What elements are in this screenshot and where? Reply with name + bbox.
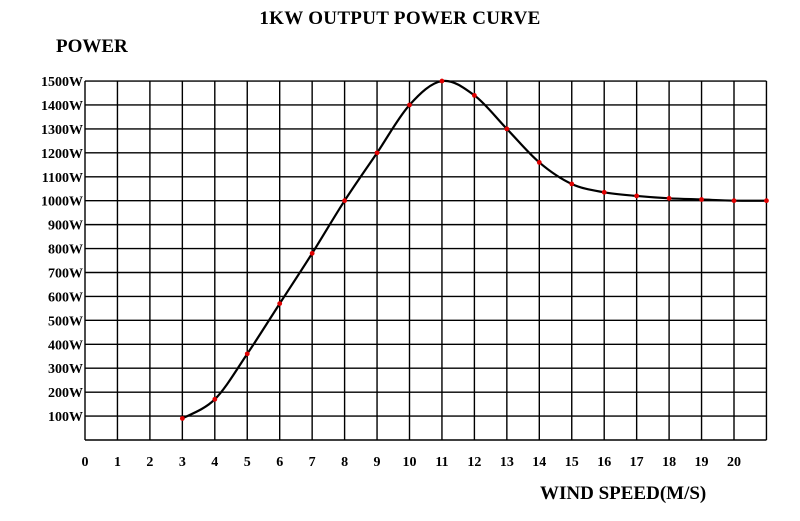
data-point [179, 416, 185, 421]
x-tick-label: 19 [695, 455, 709, 470]
y-tick-labels: 100W 200W 300W 400W 500W 600W 700W 800W 900W 1000… [41, 75, 83, 425]
y-tick-label: 1100W [42, 171, 83, 186]
data-point [666, 195, 672, 201]
x-tick-label: 5 [244, 455, 251, 470]
data-point [407, 102, 412, 108]
y-tick-label: 1500W [41, 75, 83, 90]
x-tick-label: 9 [374, 455, 381, 470]
data-point [244, 351, 250, 357]
data-point [634, 193, 640, 199]
y-tick-label: 1000W [41, 195, 83, 210]
data-point [569, 181, 575, 187]
x-axis-title: WIND SPEED(M/S) [540, 483, 707, 504]
x-tick-labels: 0 1 2 3 4 5 6 7 8 9 10 11 12 13 14 15 16 17 18 19 20 [82, 455, 742, 470]
data-point [374, 150, 380, 156]
y-tick-label: 200W [48, 386, 83, 401]
x-tick-label: 1 [114, 455, 121, 470]
y-axis-title: POWER [56, 36, 128, 57]
data-point [439, 78, 445, 84]
x-tick-label: 8 [341, 455, 348, 470]
y-tick-label: 900W [48, 219, 83, 234]
x-tick-label: 20 [727, 455, 741, 470]
y-tick-label: 1300W [41, 123, 83, 138]
y-tick-label: 400W [48, 338, 83, 353]
grid-lines [84, 80, 768, 441]
data-point [764, 198, 769, 204]
data-point [536, 160, 542, 165]
x-tick-label: 6 [276, 455, 283, 470]
data-point [731, 198, 737, 204]
y-tick-label: 1200W [41, 147, 83, 162]
x-tick-label: 12 [467, 455, 481, 470]
x-tick-label: 13 [500, 455, 514, 470]
y-tick-label: 500W [48, 314, 83, 329]
data-point [699, 197, 704, 202]
y-tick-label: 800W [48, 243, 83, 258]
y-tick-label: 1400W [41, 99, 83, 114]
x-tick-label: 4 [211, 455, 218, 470]
x-tick-label: 0 [82, 455, 89, 470]
data-point [342, 198, 347, 204]
data-point [277, 301, 283, 306]
x-tick-label: 11 [435, 455, 448, 470]
data-point [309, 250, 315, 256]
y-tick-label: 600W [48, 290, 83, 305]
data-point [504, 126, 510, 132]
data-points [179, 78, 769, 421]
x-tick-label: 16 [597, 455, 611, 470]
x-tick-label: 18 [662, 455, 676, 470]
y-tick-label: 300W [48, 362, 83, 377]
y-tick-label: 100W [48, 410, 83, 425]
x-tick-label: 7 [309, 455, 316, 470]
x-tick-label: 10 [403, 455, 417, 470]
x-tick-label: 2 [146, 455, 153, 470]
x-tick-label: 3 [179, 455, 186, 470]
data-point [601, 189, 607, 195]
data-point [472, 93, 477, 98]
x-tick-label: 17 [630, 455, 644, 470]
data-point [212, 396, 218, 402]
y-tick-label: 700W [48, 266, 83, 281]
chart-title: 1KW OUTPUT POWER CURVE [259, 8, 541, 29]
x-tick-label: 15 [565, 455, 579, 470]
x-tick-label: 14 [532, 455, 546, 470]
